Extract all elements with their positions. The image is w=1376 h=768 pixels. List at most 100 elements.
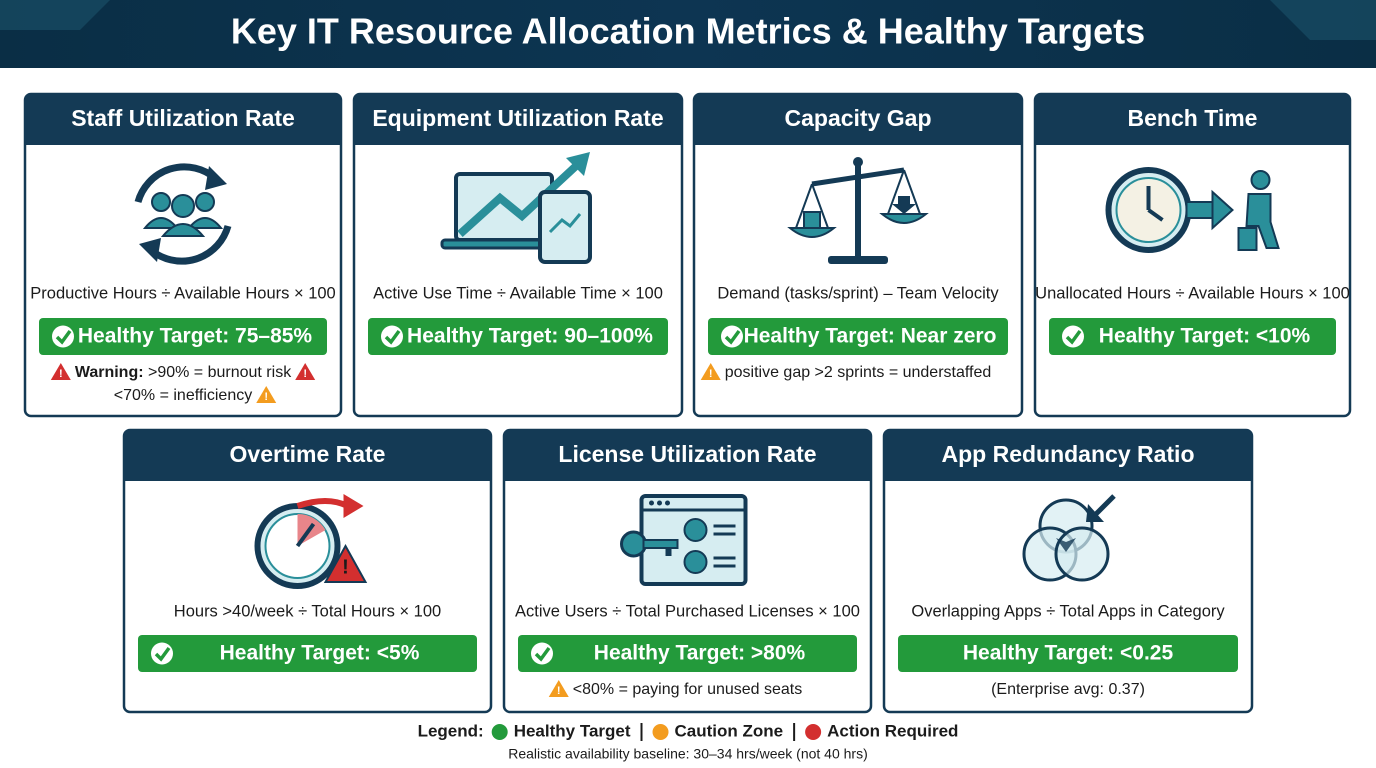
icon-shape xyxy=(1056,538,1076,552)
note: positive gap >2 sprints = understaffed xyxy=(725,364,992,381)
check-mark xyxy=(724,329,741,345)
card-title: Bench Time xyxy=(1128,105,1258,131)
card-icon xyxy=(620,494,748,586)
icon-shape xyxy=(1054,526,1110,582)
icon-shape xyxy=(1086,504,1104,522)
card-icon xyxy=(1022,494,1116,582)
icon-shape xyxy=(828,256,888,264)
check-icon xyxy=(721,325,743,348)
icon-shape xyxy=(795,183,813,229)
card-icon xyxy=(134,163,232,265)
cards: Staff Utilization Rate Productive Hours … xyxy=(23,92,1352,714)
icon-shape xyxy=(134,163,218,204)
card-header xyxy=(25,94,341,145)
header-bar xyxy=(0,0,1376,68)
card-header xyxy=(354,94,682,145)
card-icon xyxy=(440,152,592,264)
icon-shape xyxy=(642,539,679,549)
target-pill xyxy=(898,635,1238,672)
note-text: (Enterprise avg: 0.37) xyxy=(991,681,1145,698)
target-pill xyxy=(368,318,668,355)
card-icon: ! xyxy=(254,494,368,589)
note-icon xyxy=(50,363,71,380)
metric-card: App Redundancy Ratio Overlapping Apps ÷ … xyxy=(882,428,1254,714)
icon-shape xyxy=(195,192,215,212)
footer-note: Realistic availability baseline: 30–34 h… xyxy=(508,746,868,762)
icon-shape xyxy=(811,183,829,229)
icon-shape xyxy=(657,500,662,506)
note-icon-mark: ! xyxy=(59,368,63,380)
icon-shape xyxy=(903,169,921,215)
icon-shape xyxy=(887,169,905,215)
note-text: <70% = inefficiency xyxy=(114,387,252,404)
check-mark xyxy=(384,329,401,345)
legend-item: Healthy Target xyxy=(514,721,631,740)
icon-shape xyxy=(1211,189,1234,231)
note: <70% = inefficiency xyxy=(114,387,252,404)
icon-shape xyxy=(548,213,582,234)
note-icon-mark: ! xyxy=(303,368,307,380)
icon-shape xyxy=(1185,201,1214,219)
legend: Legend: Healthy Target Caution Zone Action … xyxy=(418,721,958,741)
legend-dot xyxy=(491,724,508,740)
note: <80% = paying for unused seats xyxy=(573,681,803,698)
icon-shape xyxy=(151,192,171,212)
icon-shape xyxy=(295,522,316,548)
icon-shape xyxy=(343,494,364,518)
card-header xyxy=(124,430,491,481)
formula: Overlapping Apps ÷ Total Apps in Categor… xyxy=(911,602,1225,620)
target-text: Healthy Target: 90–100% xyxy=(407,325,653,348)
target-pill xyxy=(518,635,857,672)
check-mark xyxy=(55,329,72,345)
card-header xyxy=(1035,94,1350,145)
note-icon xyxy=(700,363,721,380)
metric-card: Bench Time Unallocated Hours ÷ Available… xyxy=(1033,92,1352,418)
icon-shape xyxy=(620,530,647,558)
target-text: Healthy Target: >80% xyxy=(594,642,806,665)
target-text: Healthy Target: <5% xyxy=(220,642,420,665)
icon-shape xyxy=(665,500,670,506)
legend-dot xyxy=(652,724,669,740)
formula: Unallocated Hours ÷ Available Hours × 10… xyxy=(1035,284,1350,302)
target-pill xyxy=(138,635,477,672)
icon-shape xyxy=(148,224,232,265)
icon-shape xyxy=(787,227,837,238)
check-icon xyxy=(52,325,74,348)
card-title: Staff Utilization Rate xyxy=(71,105,295,131)
note-icon-mark: ! xyxy=(264,391,268,403)
note-icon xyxy=(295,363,316,380)
note-icon xyxy=(256,386,277,403)
card-title: License Utilization Rate xyxy=(558,441,816,467)
note-text: >90% = burnout risk xyxy=(144,364,293,381)
card-icon xyxy=(1105,167,1280,253)
metric-card: Equipment Utilization Rate Active Use Ti… xyxy=(352,92,684,418)
icon-shape xyxy=(892,196,916,214)
icon-shape xyxy=(323,543,368,583)
page-title: Key IT Resource Allocation Metrics & Hea… xyxy=(231,11,1145,52)
target-pill xyxy=(1049,318,1336,355)
card-title: Overtime Rate xyxy=(230,441,386,467)
card-header xyxy=(884,430,1252,481)
formula: Active Use Time ÷ Available Time × 100 xyxy=(373,284,663,302)
target-text: Healthy Target: <10% xyxy=(1099,325,1311,348)
target-text: Healthy Target: Near zero xyxy=(744,325,997,348)
legend-label: Legend: xyxy=(418,721,484,740)
check-mark xyxy=(1065,329,1082,345)
icon-shape xyxy=(649,500,654,506)
target-pill xyxy=(708,318,1008,355)
icon-shape xyxy=(811,167,905,187)
check-icon xyxy=(151,642,173,665)
icon-shape xyxy=(160,223,206,237)
icon-shape xyxy=(205,166,227,190)
icon-shape xyxy=(171,194,195,218)
legend-item: Caution Zone xyxy=(675,721,784,740)
card-header xyxy=(694,94,1022,145)
icon-shape xyxy=(1250,170,1271,190)
formula: Hours >40/week ÷ Total Hours × 100 xyxy=(174,602,441,620)
icon-shape xyxy=(683,550,708,574)
icon-shape xyxy=(803,211,821,229)
metric-card: Overtime Rate ! Hours >40/week ÷ Total Ho… xyxy=(122,428,493,714)
target-pill xyxy=(39,318,327,355)
icon-shape xyxy=(1094,494,1116,516)
header-decor xyxy=(1270,0,1376,40)
